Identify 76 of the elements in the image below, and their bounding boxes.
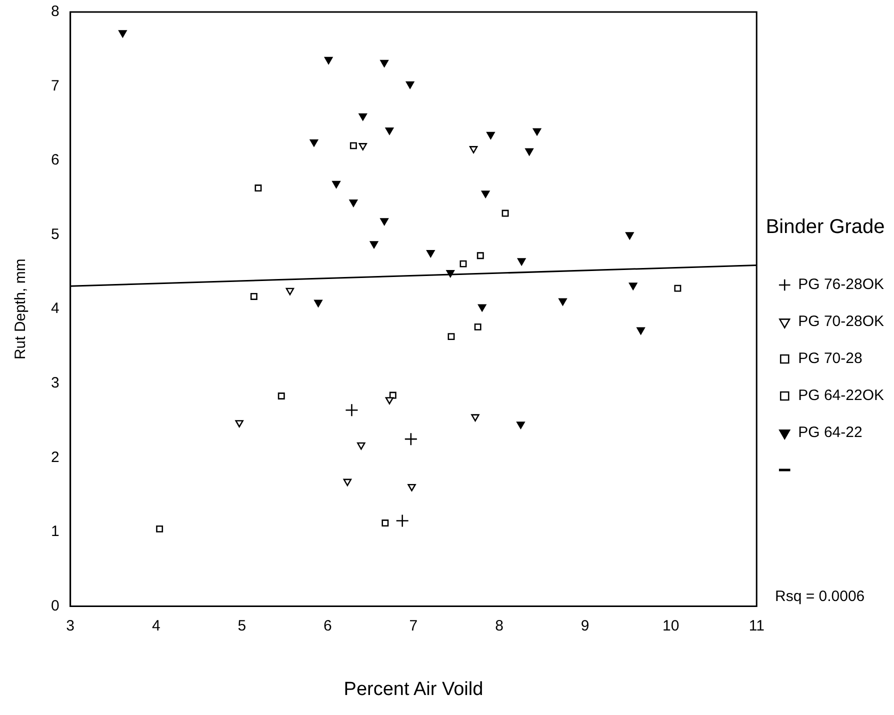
legend-label: PG 76-28OK: [798, 276, 884, 294]
x-tick-label: 5: [238, 617, 246, 634]
legend-label: PG 70-28: [798, 350, 862, 368]
legend-label: PG 64-22: [798, 424, 862, 442]
point: [324, 56, 333, 64]
y-tick-label: 2: [51, 448, 60, 466]
point: [446, 270, 454, 278]
point: [525, 148, 534, 156]
x-tick-label: 8: [495, 617, 504, 634]
legend-label: PG 70-28OK: [798, 313, 884, 330]
y-tick-label: 3: [51, 374, 60, 392]
point: [474, 323, 482, 330]
point: [385, 127, 394, 135]
x-tick-label: 10: [662, 617, 680, 634]
point: [469, 146, 478, 154]
y-tick-label: 6: [51, 152, 60, 169]
point: [478, 304, 486, 312]
point: [558, 298, 567, 306]
point: [396, 514, 409, 528]
point: [358, 113, 367, 121]
point: [357, 442, 366, 450]
y-tick-label: 7: [51, 77, 60, 94]
point: [156, 525, 164, 532]
point: [235, 420, 244, 428]
point: [471, 414, 480, 422]
y-tick-label: 8: [51, 3, 60, 20]
point: [476, 252, 484, 260]
point: [286, 288, 294, 296]
point: [516, 422, 525, 429]
point: [460, 260, 467, 268]
y-tick-label: 5: [51, 226, 60, 243]
point: [532, 128, 542, 136]
point: [349, 199, 358, 207]
point: [332, 180, 340, 188]
x-axis-title: Percent Air Voild: [344, 678, 484, 700]
point: [626, 232, 634, 240]
point: [250, 292, 258, 300]
point: [408, 484, 416, 492]
point: [674, 284, 682, 292]
point: [385, 397, 394, 404]
point: [380, 60, 388, 68]
y-tick-label: 1: [51, 523, 60, 540]
point: [502, 210, 509, 217]
point: [404, 432, 418, 446]
y-axis-title: Rut Depth, mm: [12, 258, 30, 360]
point: [481, 190, 490, 198]
legend-label: PG 64-22OK: [798, 387, 884, 404]
y-tick-label: 0: [51, 597, 60, 614]
point: [370, 241, 378, 248]
point: [310, 139, 318, 147]
point: [278, 392, 285, 400]
point: [628, 282, 638, 290]
x-tick-label: 11: [748, 617, 764, 634]
point: [517, 258, 526, 266]
point: [343, 478, 352, 486]
point: [254, 184, 262, 192]
point: [345, 403, 358, 417]
point: [426, 250, 435, 258]
text: Rsq = 0.0006: [775, 588, 866, 605]
y-tick-label: 4: [51, 300, 60, 318]
point: [358, 143, 367, 150]
point: [118, 30, 127, 38]
x-tick-label: 7: [409, 617, 418, 634]
point: [636, 327, 645, 335]
point: [382, 520, 389, 526]
point: [486, 132, 495, 140]
x-tick-label: 6: [324, 617, 332, 634]
x-tick-label: 3: [66, 617, 75, 634]
point: [314, 300, 322, 308]
point: [350, 142, 357, 150]
point: [406, 81, 414, 89]
point: [448, 333, 455, 340]
x-tick-label: 4: [152, 617, 160, 634]
point: [380, 218, 388, 226]
legend-title: Binder Grade: [766, 216, 885, 238]
x-tick-label: 9: [580, 617, 590, 634]
